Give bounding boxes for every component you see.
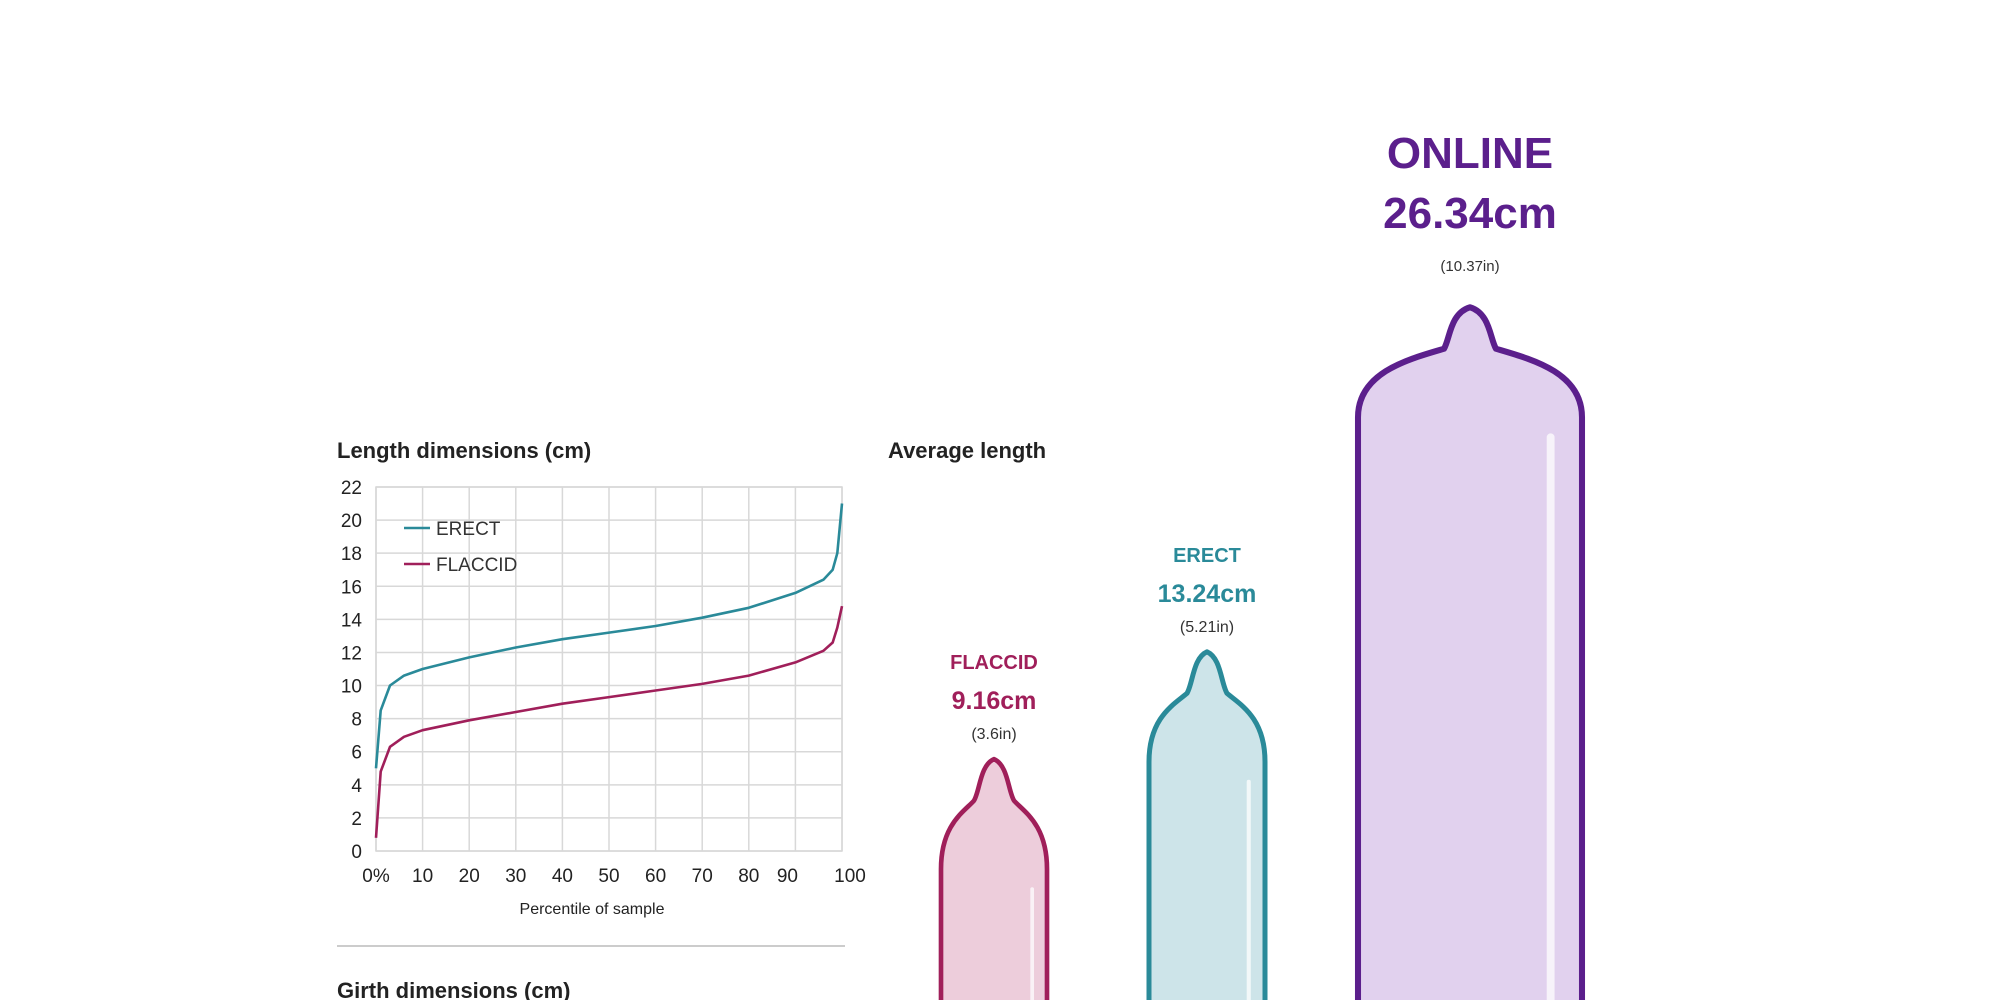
bar-erect [1146, 649, 1268, 1000]
x-tick-label: 80 [738, 866, 759, 887]
y-tick-label: 10 [341, 677, 362, 698]
y-tick-label: 18 [341, 544, 362, 565]
x-tick-label: 50 [598, 866, 619, 887]
series-lines [374, 503, 844, 838]
y-tick-label: 14 [341, 610, 363, 631]
bar-inches-online: (10.37in) [1440, 258, 1499, 275]
bar-category-online: ONLINE [1387, 129, 1553, 178]
bar-labels: FLACCID 9.16cm (3.6in) ERECT 13.24cm (5.21in)… [950, 129, 1557, 743]
bar-value-erect: 13.24cm [1158, 580, 1257, 608]
bar-category-erect: ERECT [1173, 545, 1241, 567]
chart-legend: ERECT FLACCID [404, 519, 517, 576]
y-tick-label: 2 [351, 809, 362, 830]
line-chart-title: Length dimensions (cm) [337, 438, 591, 463]
y-tick-label: 8 [351, 710, 362, 731]
x-tick-label: 60 [645, 866, 666, 887]
x-tick-label: 40 [552, 866, 573, 887]
y-tick-label: 12 [341, 643, 362, 664]
x-tick-label: 10 [412, 866, 433, 887]
bar-category-flaccid: FLACCID [950, 652, 1038, 674]
x-tick-label: 100 [834, 866, 866, 887]
series-line-erect [374, 503, 844, 769]
y-tick-label: 22 [341, 478, 362, 499]
x-tick-label: 90 [777, 866, 798, 887]
bar-value-flaccid: 9.16cm [952, 687, 1037, 715]
length-dimensions-chart: Length dimensions (cm) 0 2 4 6 8 10 12 14 16 18 20… [337, 438, 866, 918]
y-tick-label: 20 [341, 511, 362, 532]
x-tick-label: 20 [459, 866, 480, 887]
y-tick-label: 0 [351, 842, 362, 863]
chart-grid [375, 486, 843, 852]
legend-label-erect: ERECT [436, 519, 501, 540]
bar-flaccid [938, 756, 1050, 1000]
x-tick-label: 70 [692, 866, 713, 887]
series-line-flaccid [374, 605, 844, 838]
y-tick-label: 6 [351, 743, 362, 764]
bar-value-online: 26.34cm [1383, 189, 1557, 238]
y-tick-label: 4 [351, 776, 362, 797]
legend-label-flaccid: FLACCID [436, 555, 517, 576]
x-tick-label: 0% [362, 866, 390, 887]
x-axis-ticks: 0% 10 20 30 40 50 60 70 80 90 100 [362, 866, 866, 887]
girth-title: Girth dimensions (cm) [337, 978, 570, 1000]
bar-online [1354, 304, 1586, 1000]
bar-chart-title: Average length [888, 438, 1046, 463]
y-axis-ticks: 0 2 4 6 8 10 12 14 16 18 20 22 [341, 478, 363, 863]
bar-inches-erect: (5.21in) [1180, 619, 1234, 636]
y-tick-label: 16 [341, 577, 362, 598]
x-axis-label: Percentile of sample [520, 901, 665, 918]
x-tick-label: 30 [505, 866, 526, 887]
condom-bars [938, 304, 1586, 1000]
bar-inches-flaccid: (3.6in) [971, 726, 1016, 743]
